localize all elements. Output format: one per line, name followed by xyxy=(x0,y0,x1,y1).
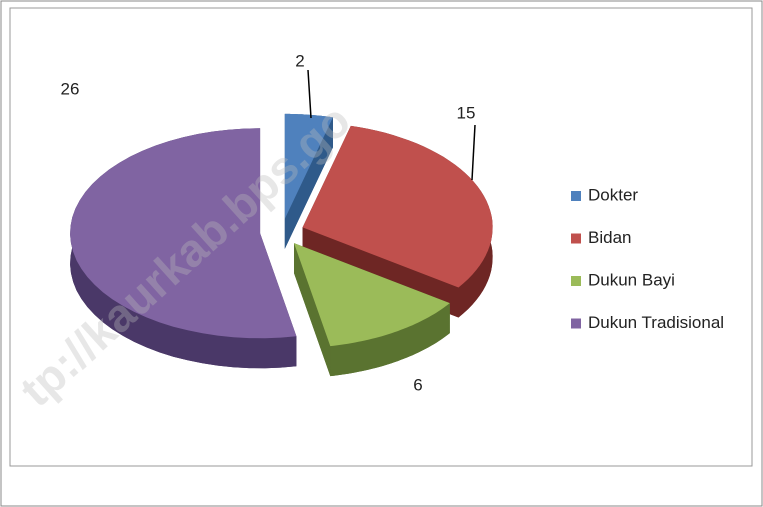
data-label: 26 xyxy=(61,79,80,98)
slice xyxy=(284,113,333,219)
legend-label: Dukun Bayi xyxy=(588,270,675,289)
legend-swatch xyxy=(571,233,581,244)
slice-wall xyxy=(294,243,331,377)
legend-swatch xyxy=(571,276,581,286)
legend-label: Dukun Tradisional xyxy=(588,313,724,332)
legend-swatch xyxy=(571,191,581,201)
legend-label: Dokter xyxy=(588,185,638,204)
data-label: 6 xyxy=(413,375,422,394)
legend: Dokter Bidan Dukun Bayi Dukun Tradisional xyxy=(571,185,724,332)
data-label: 2 xyxy=(295,51,304,70)
slice-side xyxy=(330,303,450,377)
slice-wall xyxy=(284,117,333,249)
pie: 2 15 6 26 xyxy=(61,51,493,394)
legend-swatch xyxy=(571,318,581,329)
legend-label: Bidan xyxy=(588,228,631,247)
slice xyxy=(302,125,493,288)
slice xyxy=(70,128,297,339)
data-label: 15 xyxy=(457,103,476,122)
plot-frame xyxy=(9,7,753,467)
leader-line xyxy=(471,124,476,181)
slice xyxy=(294,243,450,347)
leader-line xyxy=(307,69,312,119)
